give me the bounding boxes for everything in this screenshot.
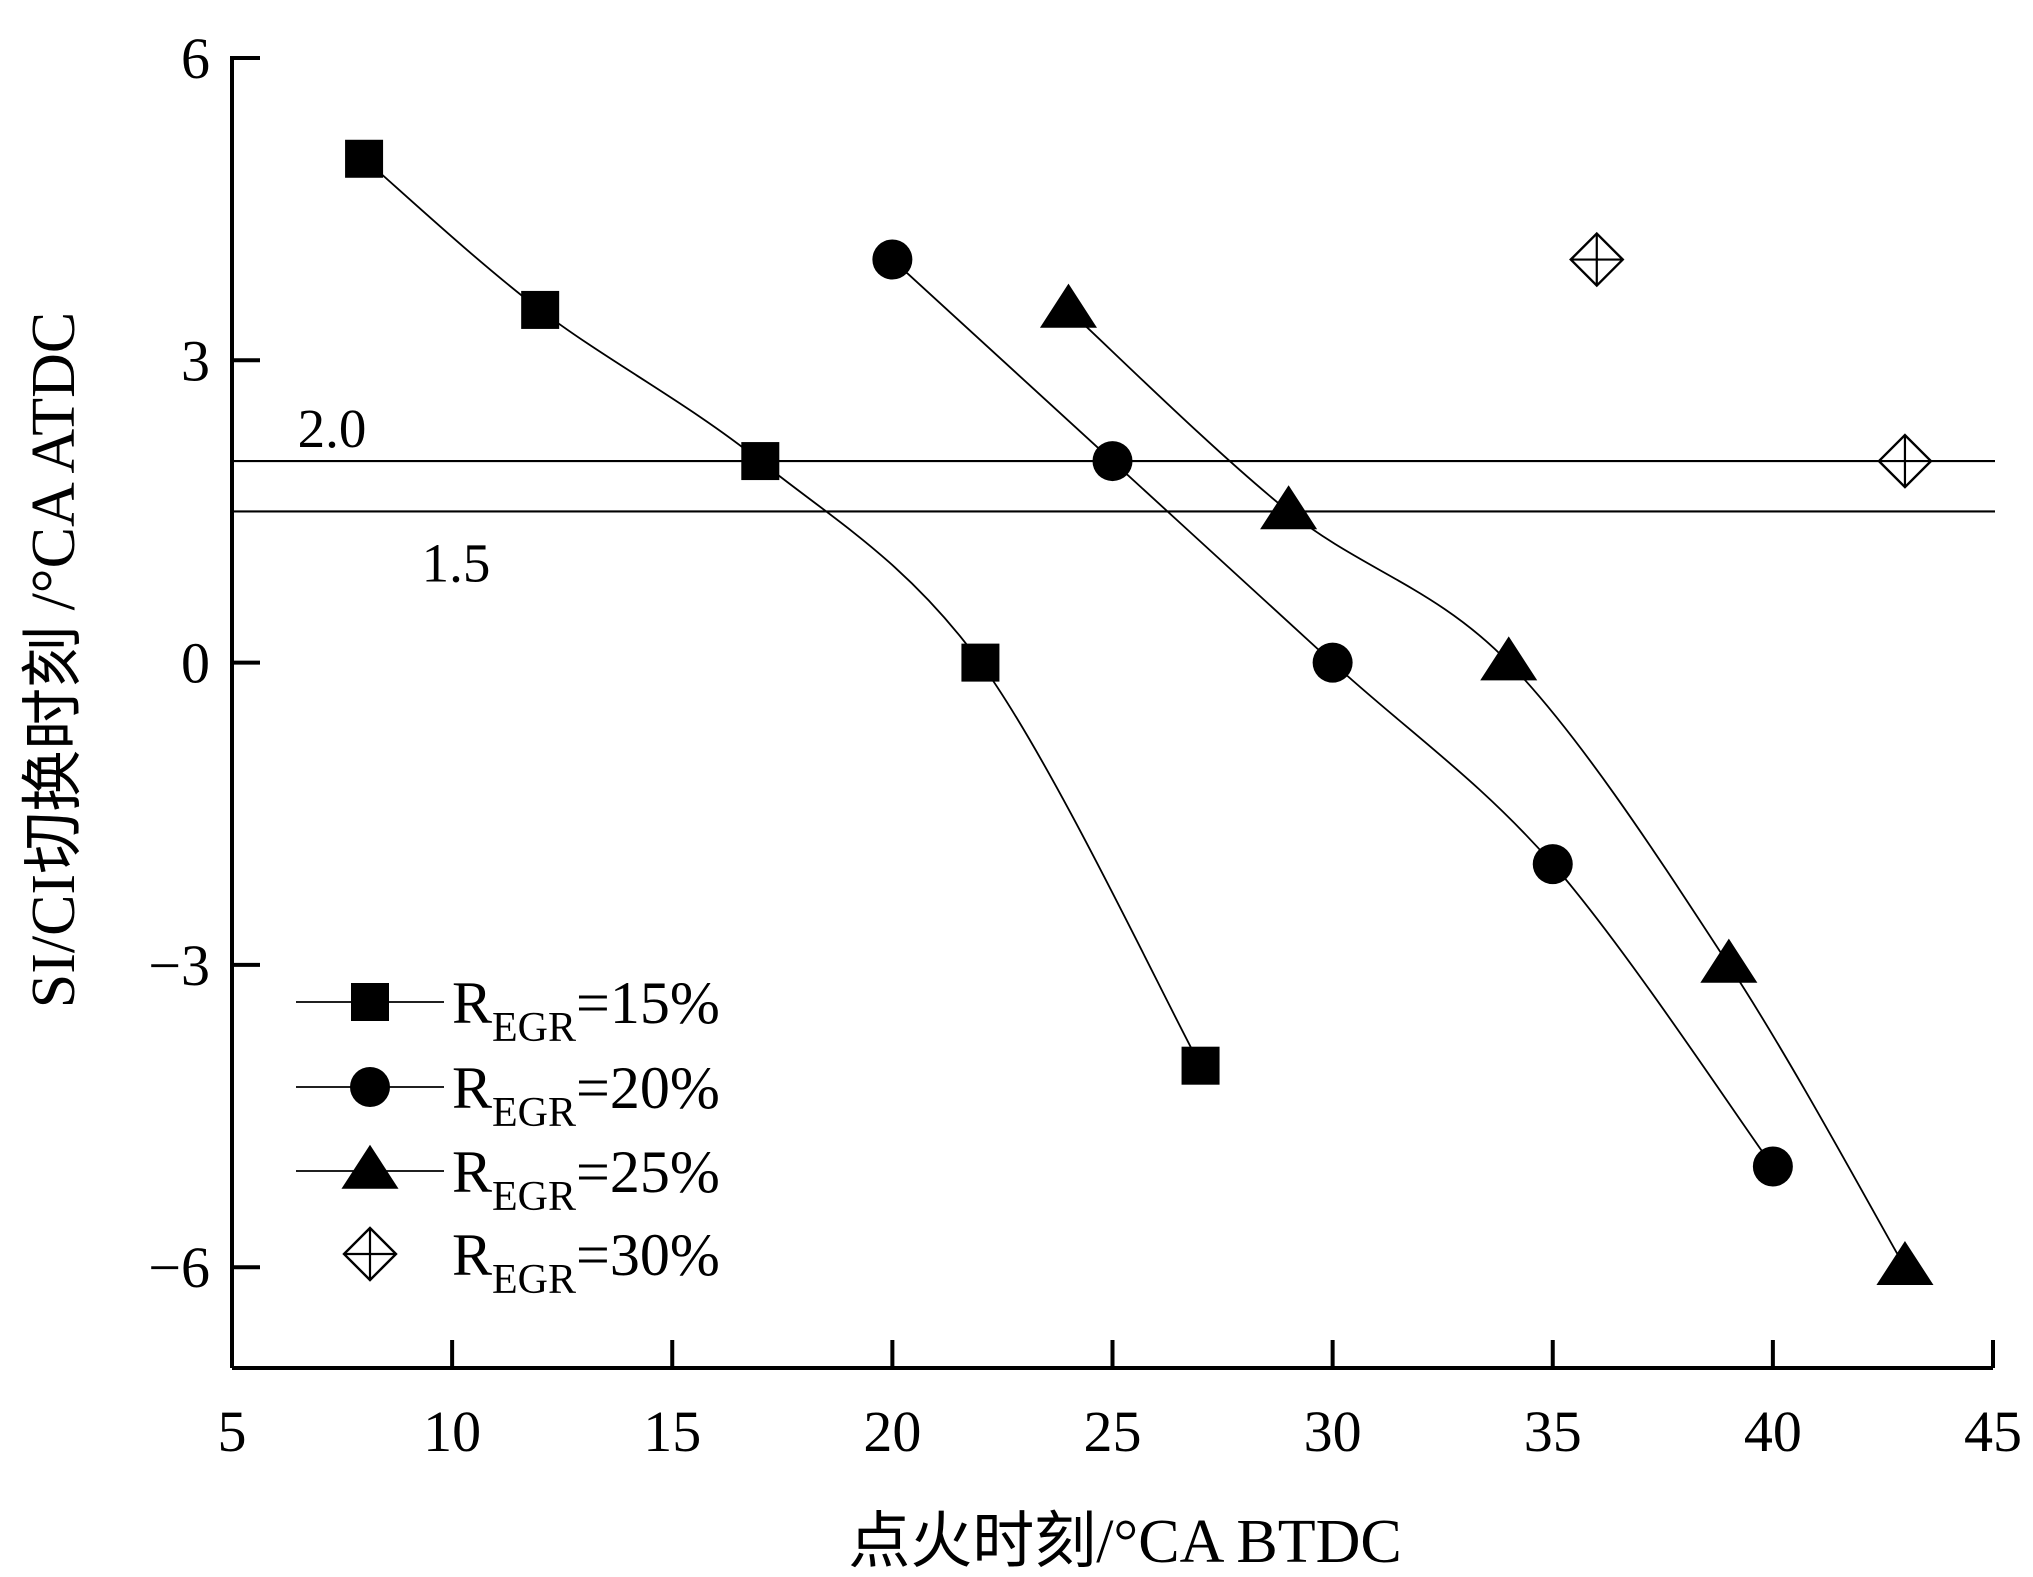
series-2-point-1 — [872, 239, 913, 280]
series-2-point-4-shape — [1532, 844, 1573, 885]
series-1-point-1 — [345, 139, 384, 178]
series-3-point-3-shape — [1480, 636, 1538, 681]
series-1-point-4-shape — [961, 643, 1000, 682]
series-2-point-3 — [1312, 642, 1353, 683]
legend: REGR=15%REGR=20%REGR=25%REGR=30% — [296, 970, 720, 1303]
series-2-point-1-shape — [872, 239, 913, 280]
legend-entry-4: REGR=30% — [452, 1222, 720, 1303]
x-tick-label-15: 15 — [643, 1399, 701, 1464]
series-3-point-5-shape — [1876, 1240, 1934, 1286]
x-tick-label-40: 40 — [1744, 1399, 1802, 1464]
x-tick-label-45: 45 — [1964, 1399, 2022, 1464]
legend-entry-2-suffix: =20% — [576, 1055, 720, 1121]
series-3-point-4-shape — [1700, 938, 1758, 983]
plot-lines: 2.0 1.5 — [232, 158, 1995, 1268]
series-1-point-5 — [1181, 1046, 1220, 1085]
legend-entry-2-subscript: EGR — [492, 1090, 576, 1136]
legend-entry-3-suffix: =25% — [576, 1139, 720, 1205]
series-3-point-5 — [1876, 1240, 1934, 1286]
series-1-point-2-shape — [521, 290, 560, 329]
legend-entry-4-subscript: EGR — [492, 1257, 576, 1303]
legend-entry-3-subscript: EGR — [492, 1174, 576, 1220]
series-3-point-1-shape — [1039, 283, 1097, 328]
series-2-point-2-shape — [1092, 441, 1133, 482]
y-tick-label-6: 6 — [181, 26, 210, 91]
series-1-point-1-shape — [345, 139, 384, 178]
y-tick-label-3: 3 — [181, 328, 210, 393]
series-2-point-5-shape — [1752, 1146, 1793, 1187]
x-tick-label-5: 5 — [218, 1399, 247, 1464]
x-tick-label-25: 25 — [1084, 1399, 1142, 1464]
legend-entry-1-suffix: =15% — [576, 970, 720, 1036]
plot-labels: 点火时刻/°CA BTDC SI/CI切换时刻 /°CA ATDC — [20, 312, 1402, 1576]
legend-entry-2: REGR=20% — [452, 1055, 720, 1136]
legend-entry-1: REGR=15% — [452, 970, 720, 1051]
x-tick-label-10: 10 — [423, 1399, 481, 1464]
legend-entry-1-subscript: EGR — [492, 1005, 576, 1051]
legend-entry-1-main: R — [452, 970, 492, 1036]
legend-marker-3 — [341, 1144, 399, 1189]
y-tick-label--3: −3 — [148, 933, 210, 998]
series-4-point-1 — [1569, 231, 1625, 288]
series-3-point-3 — [1480, 636, 1538, 681]
series-1-point-5-shape — [1181, 1046, 1220, 1085]
series-3-point-1 — [1039, 283, 1097, 328]
legend-marker-3-shape — [341, 1144, 399, 1189]
legend-entry-4-main: R — [452, 1222, 492, 1288]
series-1-point-4 — [961, 643, 1000, 682]
series-line-1 — [363, 158, 1202, 1067]
series-1-point-2 — [521, 290, 560, 329]
series-1-point-3 — [741, 442, 780, 481]
reference-label-2-0: 2.0 — [298, 398, 367, 459]
series-3-point-2 — [1260, 485, 1318, 530]
y-tick-label-0: 0 — [181, 631, 210, 696]
legend-entry-2-main: R — [452, 1055, 492, 1121]
series-2-point-4 — [1532, 844, 1573, 885]
legend-marker-1-shape — [351, 983, 389, 1021]
y-tick-label--6: −6 — [148, 1235, 210, 1300]
series-line-2 — [891, 258, 1774, 1167]
plot-marks — [345, 139, 1934, 1286]
series-2-point-2 — [1092, 441, 1133, 482]
y-axis-label: SI/CI切换时刻 /°CA ATDC — [20, 312, 88, 1009]
legend-marker-4 — [342, 1226, 398, 1282]
x-axis-label: 点火时刻/°CA BTDC — [848, 1508, 1402, 1576]
series-3-point-2-shape — [1260, 485, 1318, 530]
series-2-point-3-shape — [1312, 642, 1353, 683]
x-tick-label-20: 20 — [863, 1399, 921, 1464]
series-4-point-2 — [1877, 433, 1933, 489]
series-1-point-3-shape — [741, 442, 780, 481]
legend-entry-3: REGR=25% — [452, 1139, 720, 1220]
legend-marker-2-shape — [350, 1067, 390, 1107]
series-3-point-4 — [1700, 938, 1758, 983]
series-line-3 — [1067, 309, 1906, 1268]
legend-marker-1 — [351, 983, 389, 1021]
x-tick-label-35: 35 — [1524, 1399, 1582, 1464]
reference-label-1-5: 1.5 — [422, 532, 491, 593]
x-tick-label-30: 30 — [1304, 1399, 1362, 1464]
legend-entry-3-main: R — [452, 1139, 492, 1205]
legend-marker-2 — [350, 1067, 390, 1107]
legend-entry-4-suffix: =30% — [576, 1222, 720, 1288]
series-2-point-5 — [1752, 1146, 1793, 1187]
